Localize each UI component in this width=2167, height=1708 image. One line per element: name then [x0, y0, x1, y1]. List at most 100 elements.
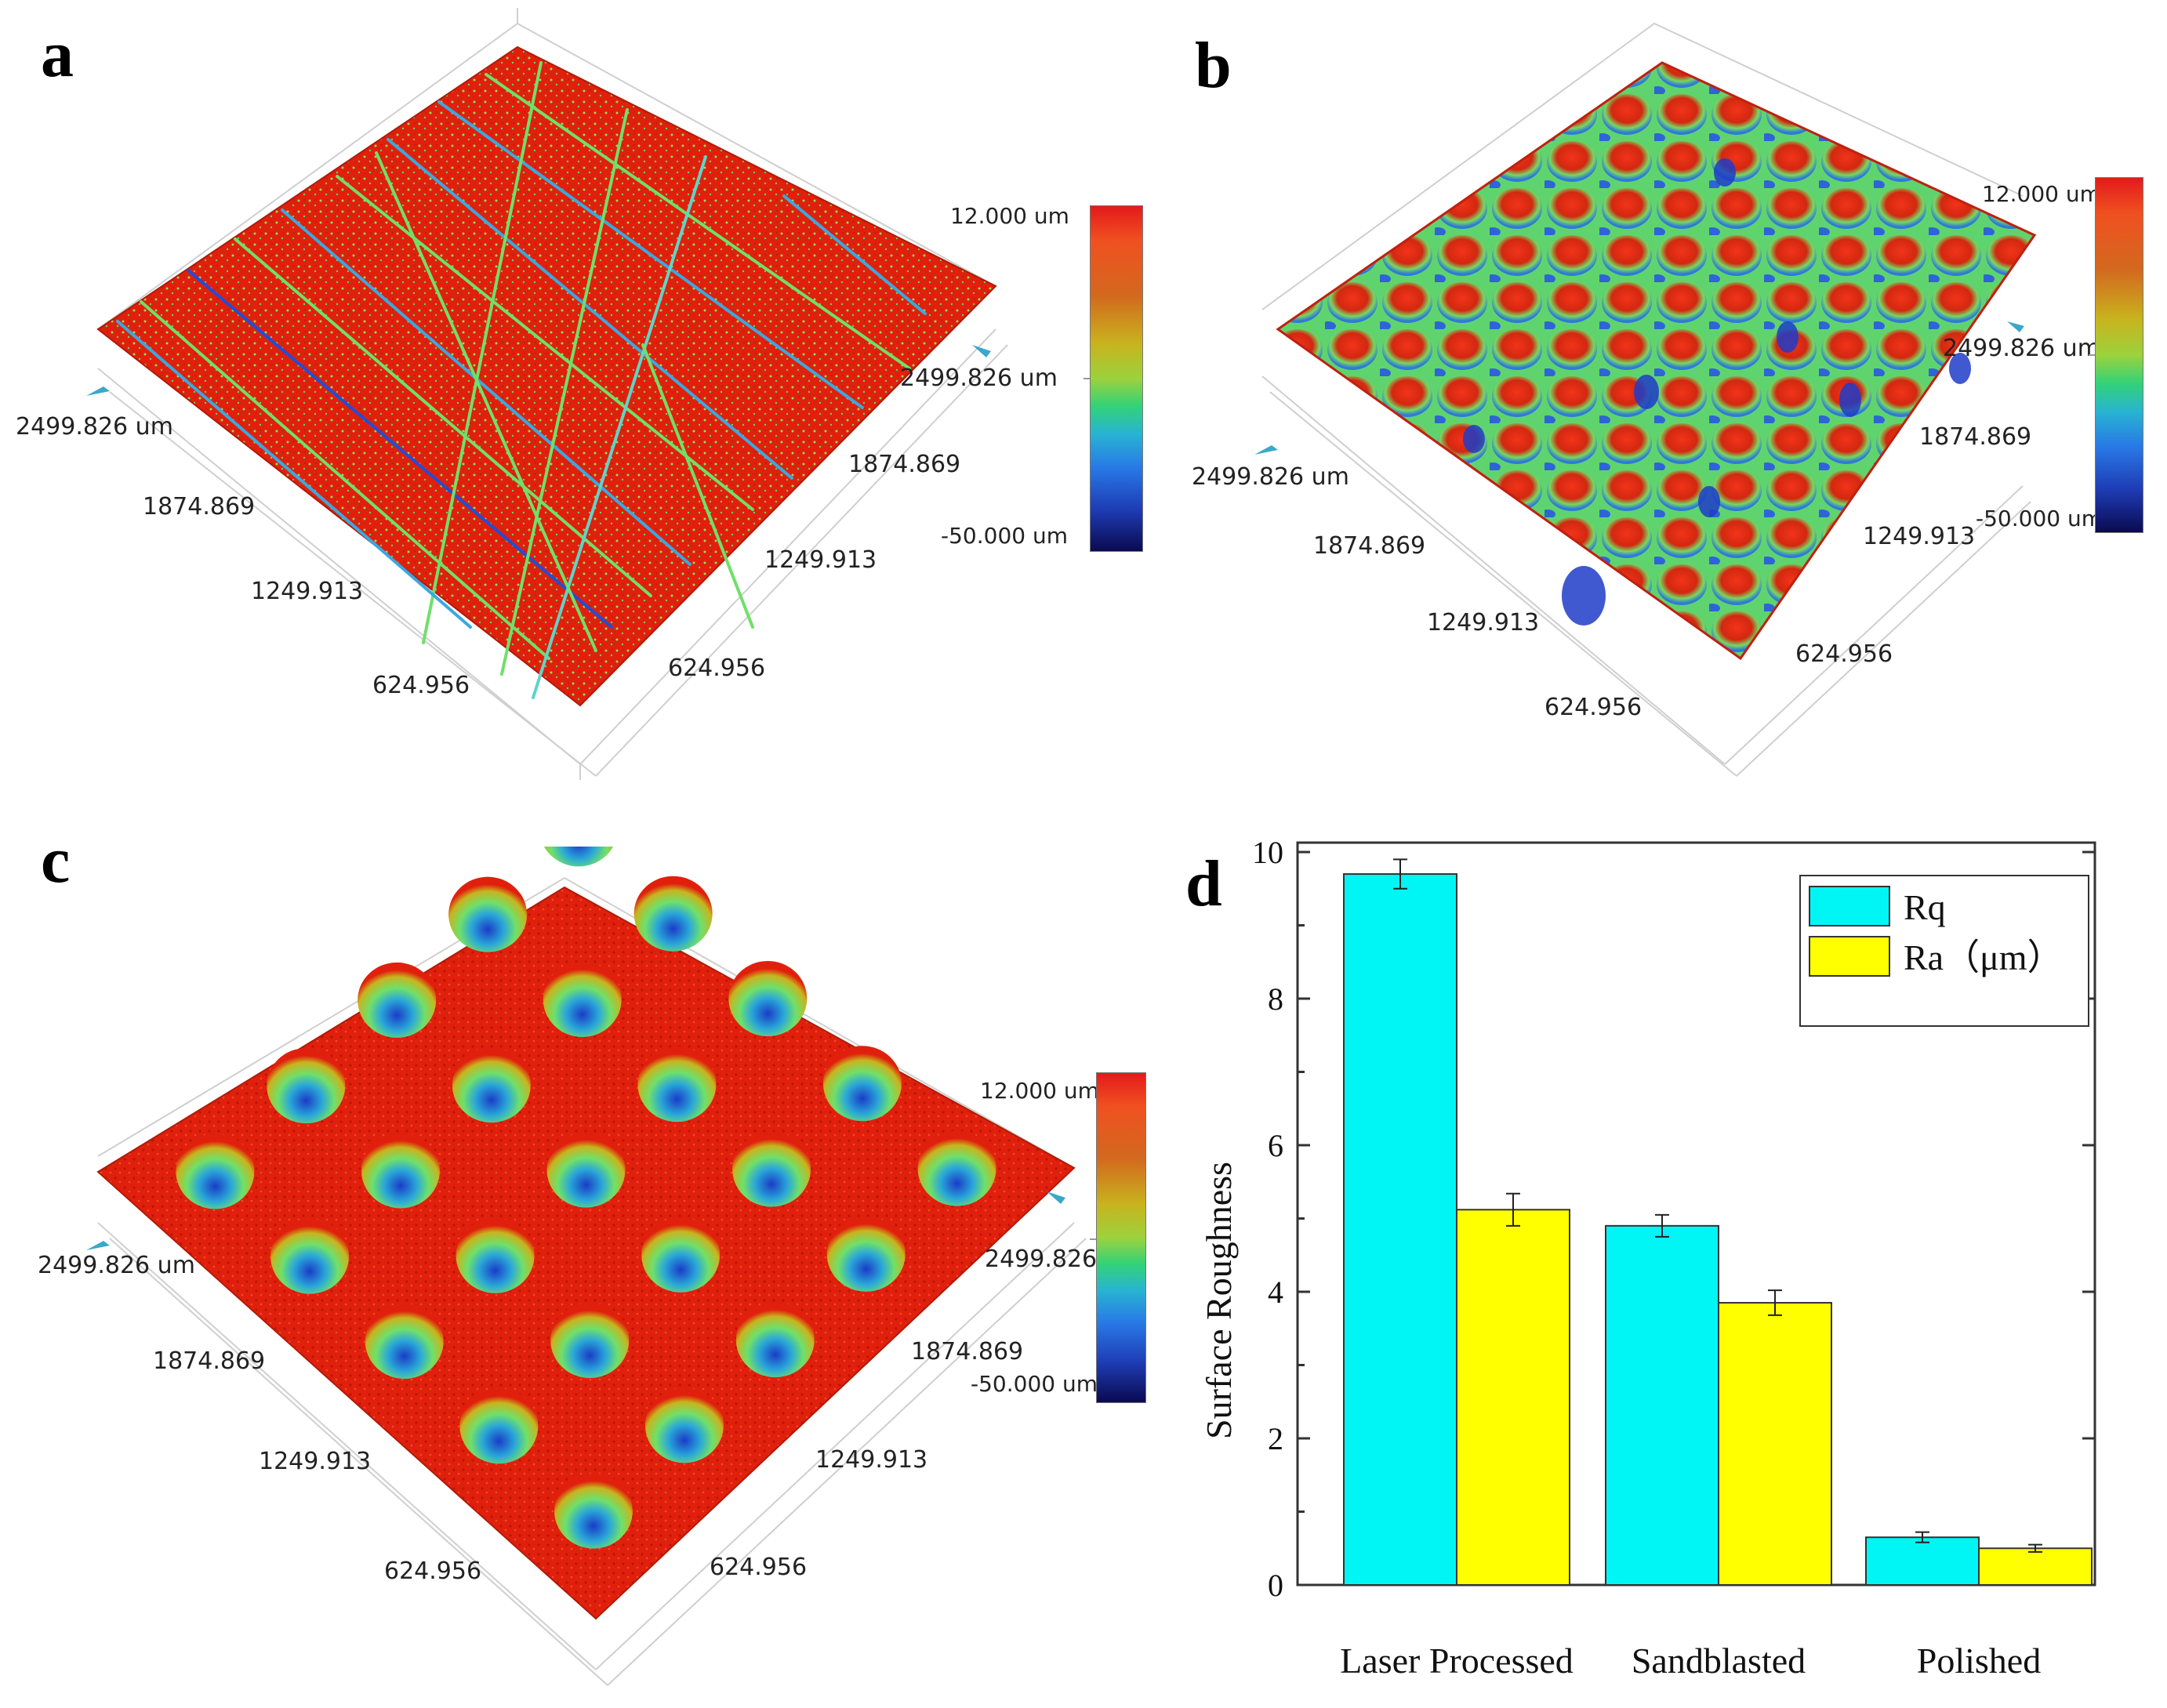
axis-left-label-2: 1874.869 [143, 493, 256, 520]
dimple [554, 1473, 633, 1549]
y-tick-label: 4 [1268, 1275, 1283, 1310]
dimple [358, 962, 437, 1038]
surface-plot-b [1254, 22, 2037, 777]
axis-left-label-1: 2499.826 um [38, 1252, 195, 1279]
colorbar-min-label-c: -50.000 um [971, 1371, 1098, 1397]
axis-right-label-4: 624.956 [668, 655, 766, 682]
surface-a [96, 45, 997, 707]
dimple [641, 1217, 721, 1293]
bar-rq [1343, 873, 1457, 1587]
panel-label-b: b [1195, 29, 1232, 102]
dimple [361, 1133, 440, 1209]
bar-chart-d: 0 2 4 6 8 10 Laser Processed Sandblasted Polish… [1199, 835, 2096, 1681]
axis-right-label-1: 2499.826 um [1943, 335, 2100, 362]
axis-right-label-2: 1874.869 [848, 451, 961, 478]
bar-rq [1605, 1224, 1719, 1586]
axis-right-label-3: 1249.913 [1863, 523, 1976, 550]
x-category-label: Laser Processed [1340, 1641, 1574, 1681]
dimple-array-c [176, 847, 996, 1549]
colorbar-max-label-b: 12.000 um [1982, 181, 2101, 207]
grid-box-c [97, 876, 1087, 1686]
y-tick-label: 6 [1268, 1128, 1283, 1163]
dimple [452, 1047, 531, 1123]
y-tick-label: 2 [1268, 1421, 1283, 1456]
surface-panel-c: 2499.826 um 1874.869 1249.913 624.956 24… [0, 847, 1160, 1708]
axis-right-label-3: 1249.913 [764, 546, 877, 574]
axis-right-label-4: 624.956 [710, 1554, 808, 1581]
colorbar-max-label-c: 12.000 um [980, 1078, 1099, 1104]
surface-panel-b: 2499.826 um 1874.869 1249.913 624.956 24… [1160, 0, 2167, 800]
axis-left-label-1: 2499.826 um [1192, 463, 1349, 491]
colorbar-a [1090, 205, 1143, 552]
colorbar-min-label-b: -50.000 um [1976, 506, 2103, 531]
axis-left-label-2: 1874.869 [153, 1347, 266, 1375]
eye-icon-left-b [1254, 445, 1278, 455]
axis-right-label-1: 2499.826 [985, 1246, 1098, 1273]
y-axis-label: Surface Roughness [1199, 1162, 1239, 1439]
colorbar-min-label-a: -50.000 um [941, 523, 1068, 549]
eye-icon-right-a [972, 345, 991, 357]
bar-ra [1978, 1547, 2093, 1586]
dimple [728, 961, 808, 1036]
legend-swatch-ra [1809, 936, 1890, 977]
axis-right-label-2: 1874.869 [1919, 423, 2032, 451]
dimple [448, 876, 528, 952]
y-tick-label: 10 [1252, 835, 1283, 870]
bar-rq [1865, 1536, 1980, 1586]
dimple [543, 961, 622, 1037]
eye-icon-left-c [86, 1241, 110, 1250]
dimple [732, 1131, 811, 1207]
panel-label-c: c [41, 824, 71, 897]
grid-box-a [97, 8, 1008, 780]
surface-plot-a [86, 8, 1008, 780]
axis-left-label-1: 2499.826 um [16, 413, 173, 441]
dimple [735, 1302, 815, 1378]
surface-b [1276, 61, 2037, 661]
axis-right-label-2: 1874.869 [911, 1338, 1024, 1365]
panel-label-a: a [41, 18, 74, 91]
eye-icon-left-a [86, 386, 110, 396]
dimple [459, 1388, 539, 1464]
colorbar-max-label-a: 12.000 um [950, 203, 1069, 229]
dimple [917, 1130, 996, 1206]
surface-plot-c [86, 847, 1087, 1686]
eye-icon-right-b [2007, 321, 2024, 332]
axis-left-label-3: 1249.913 [259, 1448, 372, 1475]
x-category-label: Polished [1917, 1641, 2041, 1681]
scratch-lines-a [116, 61, 927, 699]
dimple [546, 1132, 626, 1208]
dimple [456, 1217, 535, 1293]
legend-label-rq: Rq [1904, 887, 1946, 927]
surface-pits-b [1463, 158, 1971, 626]
axis-left-label-4: 624.956 [372, 672, 470, 699]
dimple [644, 1387, 724, 1463]
colorbar-b [2095, 177, 2143, 533]
axis-left-label-4: 624.956 [1544, 694, 1642, 721]
dimple [270, 1218, 350, 1294]
legend-swatch-rq [1809, 886, 1890, 927]
dimple [633, 876, 713, 952]
dimple [822, 1046, 902, 1122]
dimple [637, 1046, 717, 1122]
axis-left-label-3: 1249.913 [1427, 609, 1540, 636]
dimple [826, 1216, 906, 1292]
y-tick-label: 8 [1268, 981, 1283, 1017]
legend: Rq Ra（μm） [1799, 875, 2089, 1027]
dimple [176, 1133, 255, 1209]
dimple [267, 1048, 346, 1124]
dimple [365, 1304, 444, 1379]
axis-right-label-3: 1249.913 [815, 1446, 928, 1474]
axis-left-label-4: 624.956 [384, 1558, 482, 1585]
grid-box-b [1261, 22, 2031, 777]
axis-right-label-1: 2499.826 um [900, 364, 1058, 392]
axis-right-label-4: 624.956 [1795, 640, 1893, 668]
eye-icon-right-c [1047, 1191, 1065, 1204]
panel-label-d: d [1185, 847, 1222, 920]
y-tick-label: 0 [1268, 1568, 1283, 1603]
surface-panel-a: 2499.826 um 1874.869 1249.913 624.956 24… [0, 0, 1160, 784]
legend-label-ra: Ra（μm） [1904, 937, 2064, 977]
axis-left-label-3: 1249.913 [251, 578, 364, 605]
axis-left-label-2: 1874.869 [1313, 532, 1426, 560]
x-category-label: Sandblasted [1632, 1641, 1806, 1681]
dimple [543, 847, 614, 867]
